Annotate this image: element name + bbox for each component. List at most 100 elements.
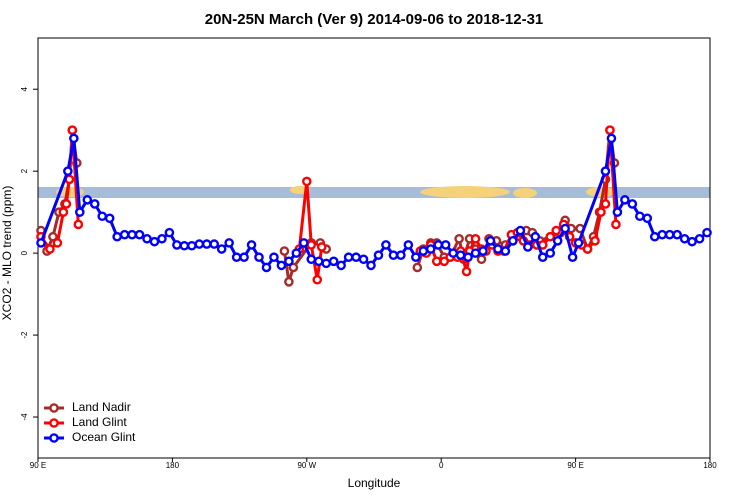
data-point xyxy=(454,233,464,244)
x-tick-label: 180 xyxy=(166,461,180,470)
data-point xyxy=(476,254,487,265)
data-point xyxy=(73,219,84,230)
data-point xyxy=(552,236,563,246)
data-point xyxy=(261,262,272,273)
data-point xyxy=(431,256,442,267)
data-point xyxy=(279,246,290,256)
data-point xyxy=(388,250,399,260)
data-point xyxy=(142,233,152,244)
data-point xyxy=(104,213,115,224)
data-point xyxy=(448,248,458,258)
data-point xyxy=(470,233,481,244)
data-point xyxy=(69,133,79,144)
data-point xyxy=(67,125,78,135)
data-point xyxy=(493,244,503,254)
data-point xyxy=(97,211,108,222)
data-point xyxy=(209,239,220,249)
data-point xyxy=(358,254,369,265)
data-point xyxy=(679,233,690,244)
data-point xyxy=(89,199,100,209)
map-land xyxy=(513,188,537,198)
data-point xyxy=(500,246,511,256)
x-tick-label: 180 xyxy=(703,461,717,470)
data-point xyxy=(545,231,556,242)
data-point xyxy=(284,277,294,287)
map-ocean xyxy=(38,187,710,198)
data-point xyxy=(216,244,227,254)
data-point xyxy=(560,223,570,234)
data-point xyxy=(627,199,638,209)
x-tick-label: 0 xyxy=(439,461,444,470)
data-point xyxy=(343,252,354,263)
y-tick-label: -2 xyxy=(20,331,29,339)
data-point xyxy=(523,242,533,252)
data-point xyxy=(82,195,93,205)
data-point xyxy=(321,258,332,269)
data-point xyxy=(403,240,414,250)
data-point xyxy=(381,240,391,250)
data-point xyxy=(551,225,561,236)
data-point xyxy=(612,207,623,217)
data-point xyxy=(530,231,541,242)
data-point xyxy=(687,236,697,247)
data-point xyxy=(36,238,46,248)
y-tick-label: -4 xyxy=(20,413,29,421)
legend-marker xyxy=(49,433,59,443)
data-point xyxy=(366,260,376,271)
data-point xyxy=(134,229,145,240)
map-strip xyxy=(38,186,710,198)
data-point xyxy=(224,238,234,248)
data-point xyxy=(63,166,73,176)
data-point xyxy=(412,262,423,273)
map-land xyxy=(420,186,510,198)
data-point xyxy=(284,256,294,267)
data-point xyxy=(201,239,212,249)
data-point xyxy=(672,229,682,240)
data-point xyxy=(611,219,621,230)
data-point xyxy=(312,274,323,285)
data-point xyxy=(642,213,653,224)
data-point xyxy=(485,236,496,246)
series-line xyxy=(39,130,618,281)
data-point xyxy=(231,252,242,263)
data-point xyxy=(313,256,324,267)
y-tick-label: 4 xyxy=(20,86,29,91)
plot-frame xyxy=(37,37,711,459)
data-point xyxy=(328,256,339,267)
data-point xyxy=(620,195,630,205)
data-point xyxy=(119,229,130,240)
legend-label: Land Glint xyxy=(72,415,127,429)
data-point xyxy=(306,240,317,250)
data-point xyxy=(573,238,584,248)
x-tick-label: 90 E xyxy=(30,461,46,470)
data-point xyxy=(440,240,451,250)
data-point xyxy=(545,248,556,258)
data-point xyxy=(567,252,578,263)
data-point xyxy=(470,248,481,258)
y-axis-label: XCO2 - MLO trend (ppm) xyxy=(0,186,14,321)
data-point xyxy=(478,246,488,256)
data-point xyxy=(664,229,675,240)
legend-marker xyxy=(49,418,59,428)
y-tick-label: 0 xyxy=(20,250,29,255)
data-point xyxy=(606,133,617,144)
data-point xyxy=(461,266,472,277)
data-point xyxy=(75,207,85,217)
x-tick-label: 90 W xyxy=(297,461,316,470)
legend-label: Land Nadir xyxy=(72,400,131,414)
data-point xyxy=(246,240,257,250)
data-point xyxy=(254,252,264,263)
data-point xyxy=(425,244,436,254)
data-point xyxy=(299,238,309,248)
data-point xyxy=(635,211,645,222)
legend-label: Ocean Glint xyxy=(72,430,136,444)
data-point xyxy=(600,166,611,176)
data-point xyxy=(508,236,518,246)
data-point xyxy=(149,236,160,247)
data-point xyxy=(657,229,668,240)
data-point xyxy=(590,236,600,246)
data-point xyxy=(112,231,122,242)
data-point xyxy=(649,231,660,242)
data-point xyxy=(702,227,712,238)
